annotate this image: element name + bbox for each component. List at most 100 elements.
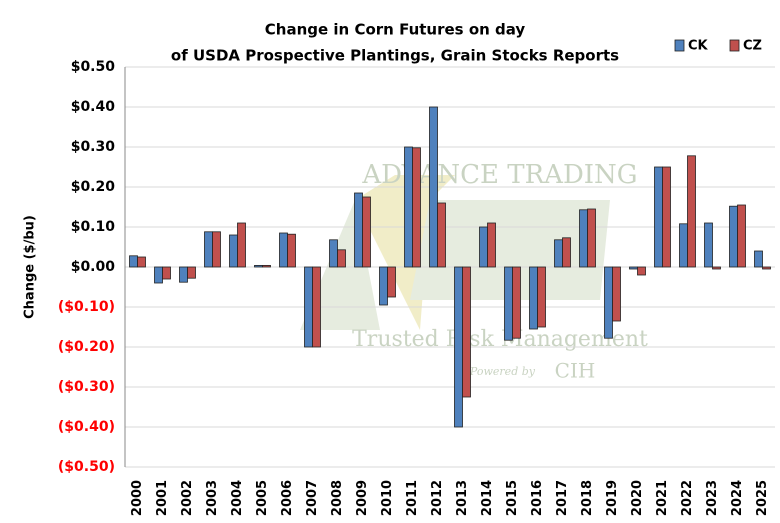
y-tick-label: ($0.50) xyxy=(58,459,115,475)
bar xyxy=(679,223,688,268)
bar xyxy=(737,204,746,268)
bar xyxy=(712,266,721,270)
bar xyxy=(562,237,571,268)
watermark: CIH xyxy=(555,359,596,383)
x-tick-label: 2011 xyxy=(405,480,420,516)
x-tick-label: 2021 xyxy=(655,480,670,516)
x-tick-label: 2010 xyxy=(380,480,395,516)
bar xyxy=(262,264,271,268)
x-tick-label: 2003 xyxy=(205,480,220,516)
x-tick-label: 2018 xyxy=(580,480,595,516)
x-tick-label: 2012 xyxy=(430,480,445,516)
bar xyxy=(279,232,288,268)
bar xyxy=(162,266,171,280)
bar xyxy=(412,147,421,268)
watermark: Trusted Risk Management xyxy=(352,327,648,352)
legend-swatch xyxy=(674,39,685,52)
bar xyxy=(337,249,346,268)
bar xyxy=(454,266,463,428)
x-tick-label: 2014 xyxy=(480,480,495,516)
bar xyxy=(512,266,521,339)
y-tick-label: $0.50 xyxy=(71,59,116,75)
x-tick-label: 2005 xyxy=(255,480,270,516)
y-tick-label: $0.10 xyxy=(71,219,116,235)
bar xyxy=(287,233,296,268)
x-tick-label: 2024 xyxy=(730,480,745,516)
y-tick-label: ($0.20) xyxy=(58,339,115,355)
x-tick-label: 2004 xyxy=(230,480,245,516)
bar xyxy=(529,266,538,330)
bar xyxy=(429,106,438,268)
bar xyxy=(229,234,238,268)
x-tick-label: 2007 xyxy=(305,480,320,516)
x-tick-label: 2002 xyxy=(180,480,195,516)
bar xyxy=(754,250,763,268)
bar xyxy=(637,266,646,276)
bar xyxy=(312,266,321,348)
x-tick-label: 2013 xyxy=(455,480,470,516)
bar xyxy=(212,231,221,268)
bar xyxy=(687,155,696,268)
bar xyxy=(129,255,138,268)
bar xyxy=(179,266,188,283)
x-tick-label: 2017 xyxy=(555,480,570,516)
bar xyxy=(762,266,771,270)
bar xyxy=(329,239,338,268)
bar xyxy=(629,266,638,270)
bar xyxy=(612,266,621,322)
bar xyxy=(462,266,471,398)
bar xyxy=(604,266,613,339)
chart-title: Change in Corn Futures on day xyxy=(265,21,526,39)
legend-label: CZ xyxy=(743,39,762,54)
y-tick-label: $0.20 xyxy=(71,179,116,195)
x-tick-label: 2020 xyxy=(630,480,645,516)
bar xyxy=(554,239,563,268)
bar xyxy=(387,266,396,298)
bar xyxy=(379,266,388,306)
bar xyxy=(504,266,513,341)
bar xyxy=(204,231,213,268)
y-tick-label: ($0.40) xyxy=(58,419,115,435)
x-tick-label: 2008 xyxy=(330,480,345,516)
bar xyxy=(237,222,246,268)
x-tick-label: 2015 xyxy=(505,480,520,516)
legend-swatch xyxy=(729,39,740,52)
bar xyxy=(479,226,488,268)
bar xyxy=(729,205,738,268)
x-tick-label: 2009 xyxy=(355,480,370,516)
x-tick-label: 2000 xyxy=(130,480,145,516)
bar xyxy=(654,166,663,268)
y-tick-label: $0.00 xyxy=(71,259,116,275)
bar xyxy=(254,264,263,268)
bar xyxy=(662,166,671,268)
y-tick-label: $0.40 xyxy=(71,99,116,115)
y-tick-label: ($0.30) xyxy=(58,379,115,395)
x-tick-label: 2025 xyxy=(755,480,770,516)
x-tick-label: 2022 xyxy=(680,480,695,516)
x-tick-label: 2023 xyxy=(705,480,720,516)
bar xyxy=(704,222,713,268)
bar xyxy=(579,209,588,268)
y-axis-label: Change ($/bu) xyxy=(23,215,38,319)
x-tick-label: 2016 xyxy=(530,480,545,516)
bar xyxy=(304,266,313,348)
x-tick-label: 2019 xyxy=(605,480,620,516)
watermark: ADVANCE TRADING xyxy=(361,160,637,190)
bar xyxy=(354,192,363,268)
x-tick-label: 2001 xyxy=(155,480,170,516)
bar xyxy=(362,196,371,268)
bar xyxy=(537,266,546,328)
bar xyxy=(404,146,413,268)
watermark: Powered by xyxy=(469,365,536,378)
bar xyxy=(487,222,496,268)
chart-title: of USDA Prospective Plantings, Grain Sto… xyxy=(171,47,619,65)
bar xyxy=(587,208,596,268)
bar xyxy=(137,256,146,268)
bar xyxy=(437,202,446,268)
bar xyxy=(187,266,196,279)
legend-label: CK xyxy=(688,39,709,54)
y-tick-label: $0.30 xyxy=(71,139,116,155)
bar xyxy=(154,266,163,284)
y-tick-label: ($0.10) xyxy=(58,299,115,315)
